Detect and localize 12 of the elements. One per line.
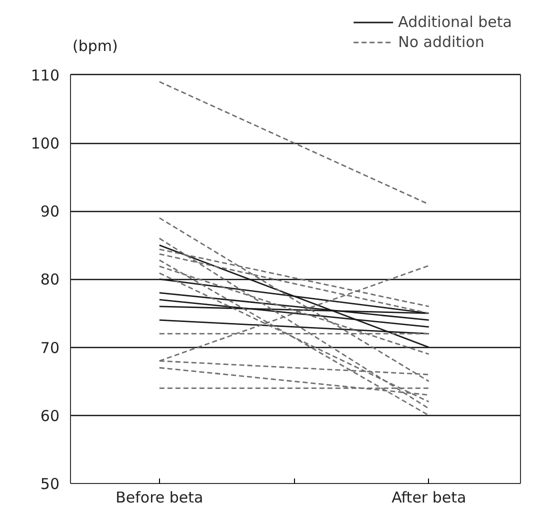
y-tick-label: 100	[30, 134, 60, 153]
y-tick-label: 60	[40, 406, 60, 425]
x-tick-label: After beta	[392, 488, 466, 506]
y-axis-title: (bpm)	[72, 36, 118, 55]
y-tick-label: 110	[30, 66, 60, 84]
y-tick-label: 50	[40, 475, 60, 493]
y-tick-label: 70	[40, 338, 60, 357]
legend-label: No addition	[398, 33, 484, 51]
y-tick-label: 90	[40, 202, 60, 221]
x-tick-label: Before beta	[116, 488, 204, 506]
legend-label: Additional beta	[398, 13, 512, 31]
y-tick-label: 80	[40, 270, 60, 289]
